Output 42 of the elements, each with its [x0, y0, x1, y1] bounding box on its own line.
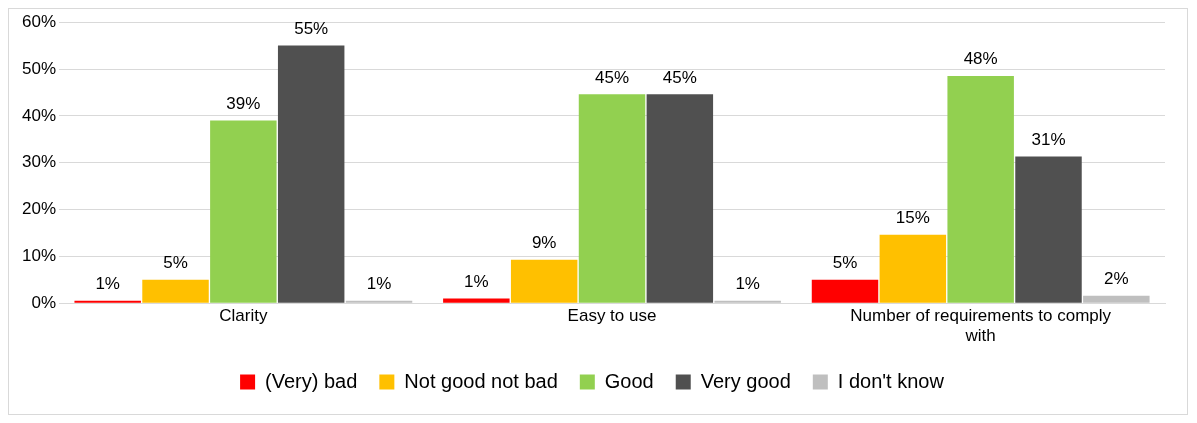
data-label: 2% — [1104, 268, 1129, 288]
bar — [1015, 156, 1082, 303]
x-tick-label: Number of requirements to comply with — [850, 306, 1112, 346]
legend-label: Not good not bad — [404, 369, 558, 392]
data-label: 1% — [366, 274, 392, 294]
data-label: 1% — [735, 274, 760, 294]
bar — [443, 298, 510, 303]
legend-label: I don't know — [837, 369, 945, 392]
data-label: 55% — [294, 18, 329, 38]
y-tick-label: 60% — [21, 11, 57, 31]
y-tick-label: 0% — [31, 292, 57, 312]
bar — [1083, 295, 1150, 303]
data-label: 45% — [595, 67, 630, 87]
data-label: 31% — [1031, 129, 1066, 149]
data-label: 48% — [963, 49, 998, 69]
data-label: 39% — [226, 93, 261, 113]
data-label: 15% — [895, 208, 930, 228]
bar — [646, 94, 714, 303]
data-label: 9% — [531, 232, 557, 252]
y-tick-label: 20% — [21, 199, 57, 219]
data-label: 1% — [95, 274, 120, 294]
bar — [510, 259, 578, 303]
legend-label: Good — [604, 369, 654, 392]
bar — [277, 45, 345, 303]
bar — [210, 120, 277, 303]
x-tick-label: Easy to use — [567, 306, 657, 326]
data-label: 5% — [163, 252, 188, 272]
x-tick-label: Clarity — [219, 306, 268, 326]
y-tick-label: 30% — [21, 152, 57, 172]
bar — [811, 279, 879, 303]
y-tick-label: 10% — [21, 246, 57, 266]
legend-label: (Very) bad — [265, 369, 358, 392]
bar — [879, 234, 947, 303]
data-label: 5% — [832, 252, 858, 272]
bar — [947, 76, 1014, 303]
y-tick-label: 50% — [21, 58, 57, 78]
data-label: 45% — [662, 67, 697, 87]
bar — [578, 94, 646, 303]
data-label: 1% — [464, 271, 489, 291]
y-tick-label: 40% — [21, 105, 57, 125]
bar — [142, 279, 209, 303]
legend-label: Very good — [700, 369, 791, 392]
